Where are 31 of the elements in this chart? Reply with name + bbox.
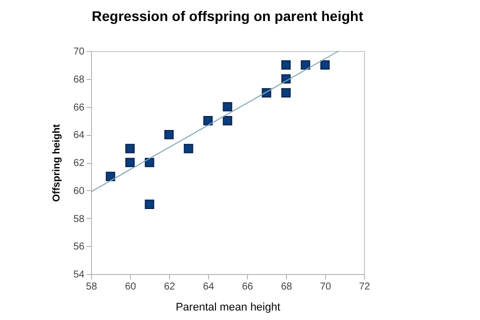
x-tick-label: 58 — [86, 282, 98, 292]
x-tick-label: 62 — [164, 282, 176, 292]
y-tick-label: 56 — [73, 242, 85, 253]
y-axis-title: Offspring height — [51, 123, 62, 202]
point — [222, 116, 232, 126]
x-tick-label: 68 — [280, 282, 292, 292]
point — [144, 200, 154, 209]
x-tick-label: 70 — [320, 282, 332, 292]
point — [222, 102, 232, 112]
point — [125, 158, 135, 168]
x-tick-label: 60 — [124, 282, 136, 292]
chart-title: Regression of offspring on parent height — [92, 8, 364, 24]
point — [320, 60, 330, 70]
y-tick-label: 62 — [73, 158, 85, 169]
y-tick-label: 64 — [73, 130, 85, 142]
y-tick-label: 68 — [73, 74, 85, 86]
point — [125, 144, 135, 154]
y-tick-label: 54 — [73, 270, 85, 280]
point — [164, 130, 174, 140]
y-tick-label: 70 — [73, 46, 85, 58]
x-tick-label: 66 — [242, 282, 254, 292]
y-tick-label: 60 — [73, 186, 85, 197]
x-tick-label: 64 — [202, 282, 214, 292]
point — [203, 116, 213, 126]
point — [184, 144, 194, 154]
point — [281, 88, 291, 98]
point — [281, 60, 291, 70]
x-axis-title: Parental mean height — [176, 302, 280, 314]
y-tick-label: 58 — [73, 214, 85, 225]
x-tick-label: 72 — [358, 282, 370, 292]
y-tick-label: 66 — [73, 102, 85, 114]
